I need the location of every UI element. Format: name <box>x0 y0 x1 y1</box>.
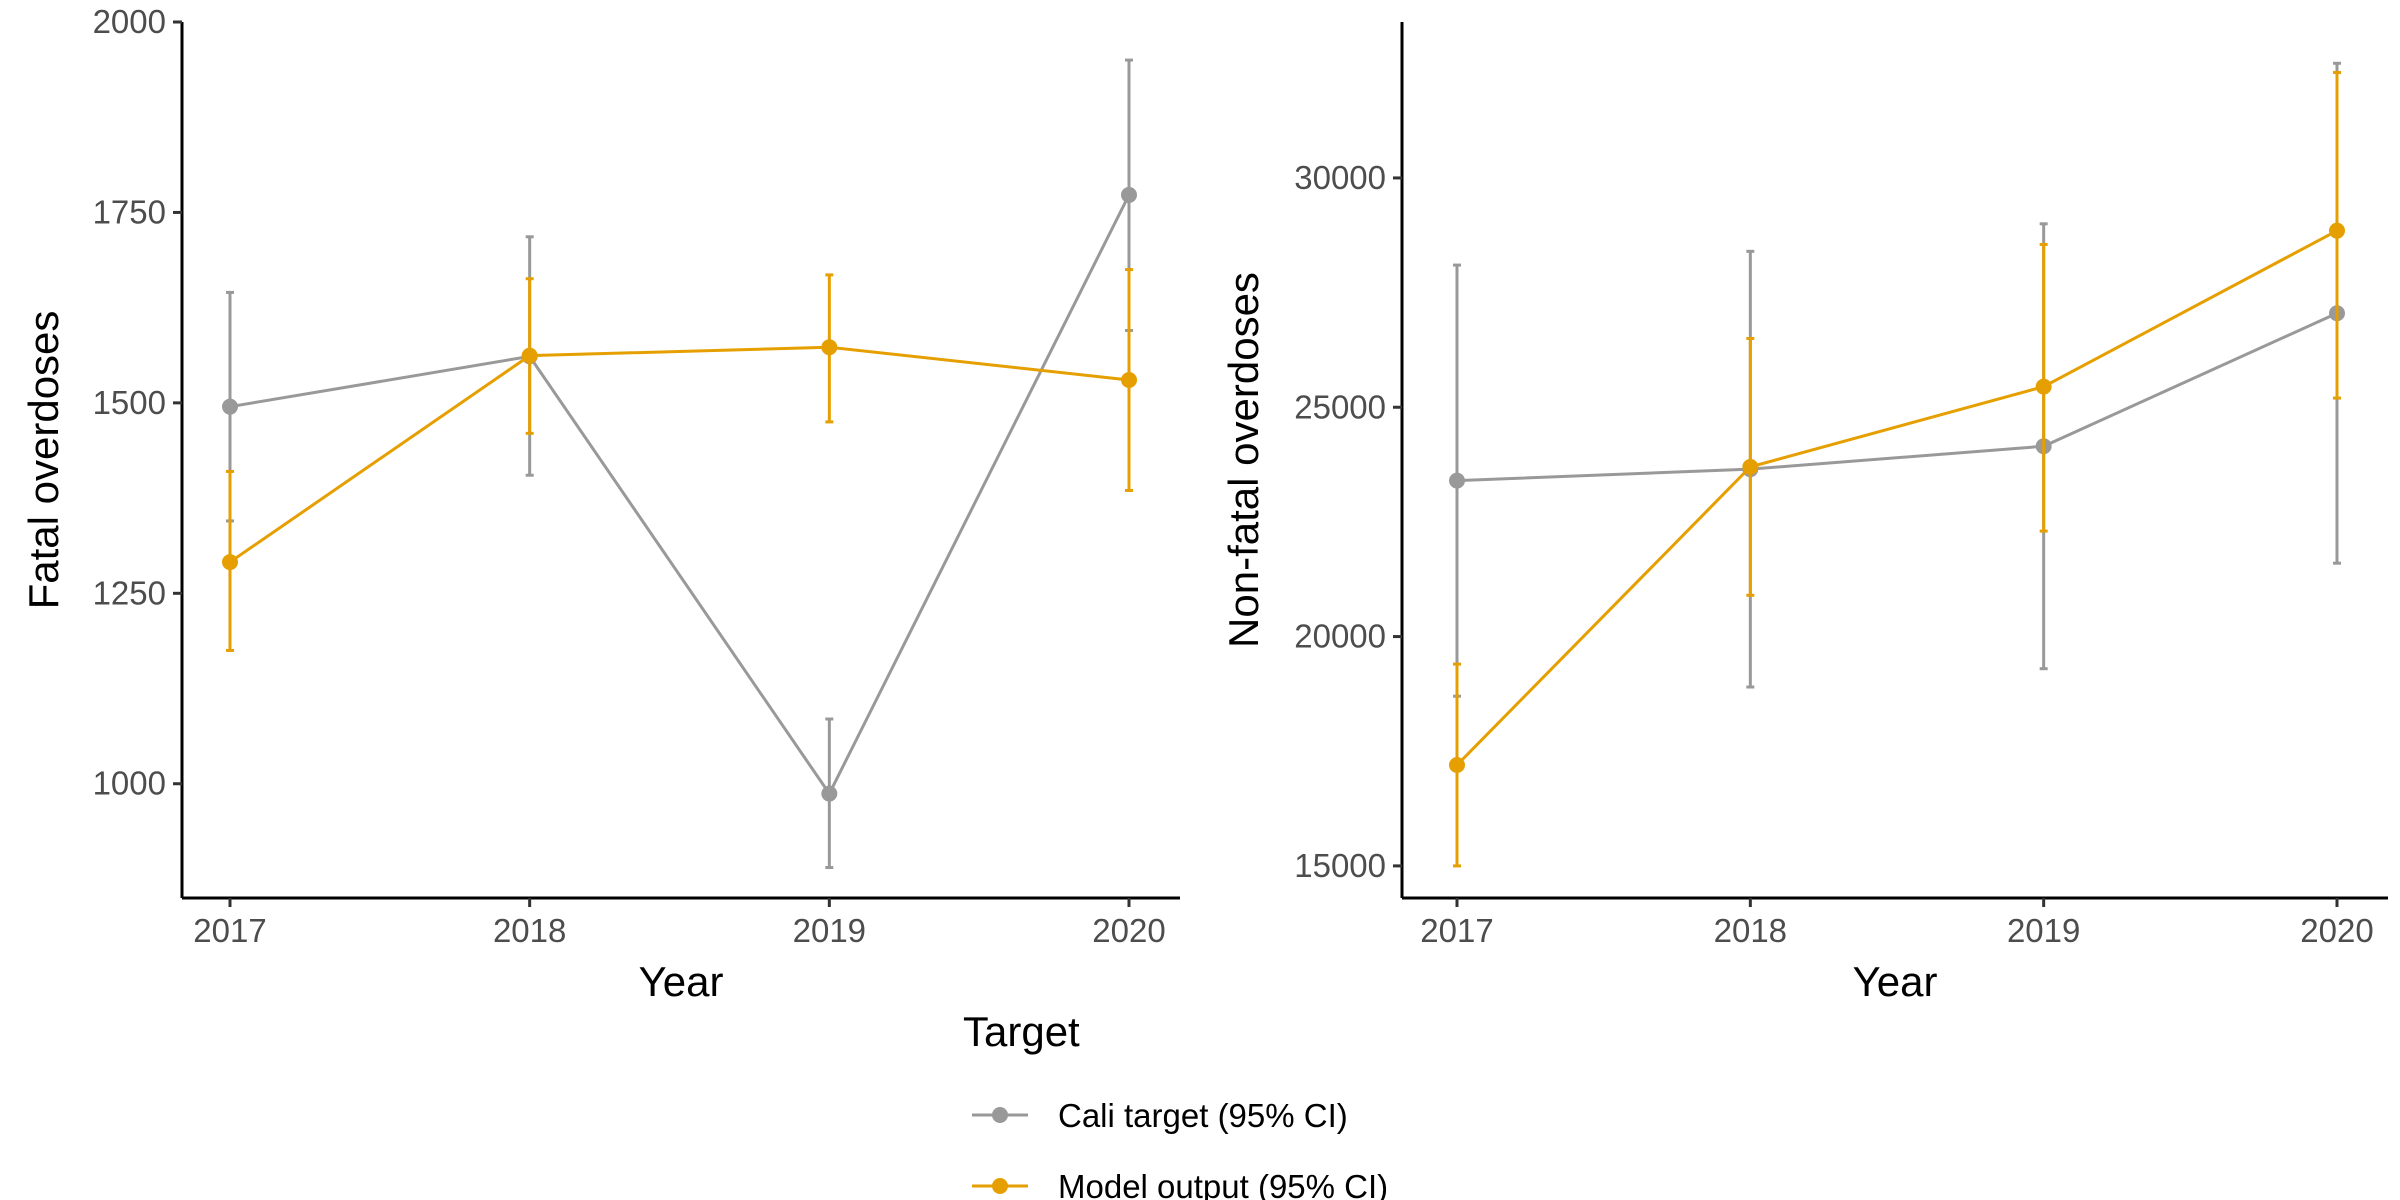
series-line <box>229 194 1131 797</box>
data-point <box>1449 756 1465 773</box>
legend-label: Model output (95% CI) <box>1058 1168 1388 1200</box>
series <box>1449 61 2345 698</box>
y-axis-title: Non-fatal overdoses <box>1220 272 1267 648</box>
series-line <box>1456 311 2338 483</box>
data-point <box>821 339 838 356</box>
data-point <box>1449 472 1465 489</box>
legend-label: Cali target (95% CI) <box>1058 1097 1348 1134</box>
series <box>222 58 1137 870</box>
data-point <box>521 347 538 364</box>
x-axis-title: Year <box>639 958 724 1005</box>
y-tick-label: 1000 <box>93 765 166 802</box>
series <box>222 268 1137 652</box>
data-point <box>1742 458 1759 475</box>
legend-item-model-output: Model output (95% CI) <box>972 1168 1388 1200</box>
legend-item-cali-target: Cali target (95% CI) <box>972 1097 1348 1134</box>
legend-title: Target <box>963 1008 1080 1055</box>
fatal-overdoses-chart: 1000 1250 1500 1750 2000 2017 2018 2019 2020 Year… <box>20 3 1180 1005</box>
x-tick-label: 2018 <box>1714 912 1787 949</box>
series-line <box>229 345 1130 564</box>
legend-key-dot <box>992 1107 1008 1123</box>
non-fatal-overdoses-chart: 15000 20000 25000 30000 2017 2018 2019 2020 Year… <box>1220 22 2388 1005</box>
data-point <box>821 785 838 802</box>
data-point <box>2329 222 2345 239</box>
legend: Target Cali target (95% CI) Model output… <box>963 1008 1388 1200</box>
x-tick-label: 2017 <box>193 912 266 949</box>
x-tick-label: 2017 <box>1420 912 1493 949</box>
y-tick-label: 1750 <box>93 193 166 230</box>
x-tick-label: 2019 <box>793 912 866 949</box>
legend-key-dot <box>992 1178 1008 1194</box>
y-tick-label: 1500 <box>93 384 166 421</box>
y-tick-label: 30000 <box>1294 159 1386 196</box>
x-axis-title: Year <box>1853 958 1938 1005</box>
y-tick-label: 1250 <box>93 574 166 611</box>
data-point <box>1121 372 1137 389</box>
x-tick-label: 2018 <box>493 912 566 949</box>
y-tick-label: 20000 <box>1294 618 1386 655</box>
data-point <box>2035 378 2052 395</box>
data-point <box>222 554 238 571</box>
y-tick-label: 2000 <box>93 3 166 40</box>
x-tick-label: 2020 <box>2300 912 2373 949</box>
data-point <box>222 398 238 415</box>
x-tick-label: 2019 <box>2007 912 2080 949</box>
series-line <box>1455 229 2338 767</box>
y-axis-title: Fatal overdoses <box>20 311 67 610</box>
y-tick-label: 15000 <box>1294 847 1386 884</box>
x-tick-label: 2020 <box>1092 912 1165 949</box>
data-point <box>1121 186 1137 203</box>
series <box>1449 70 2345 868</box>
y-tick-label: 25000 <box>1294 388 1386 425</box>
